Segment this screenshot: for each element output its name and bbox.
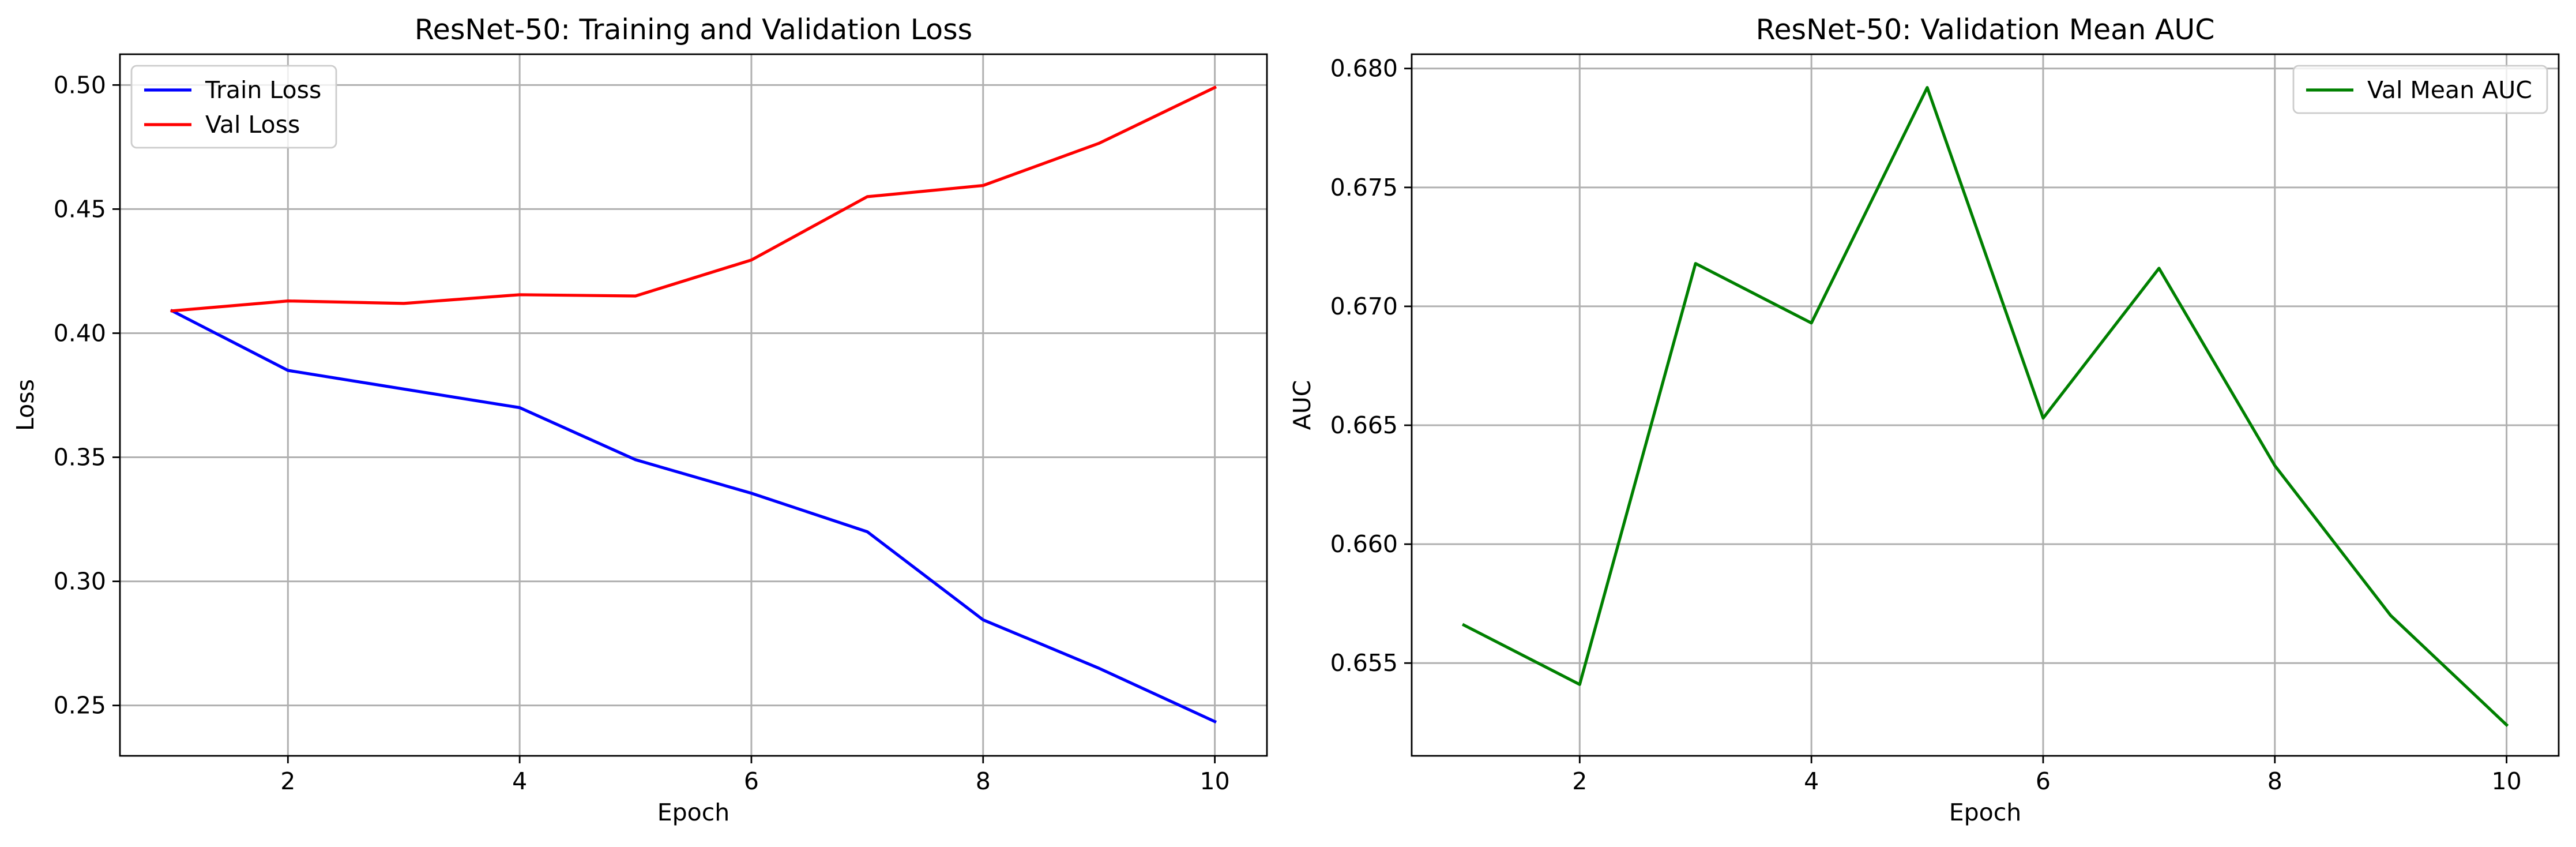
auc-chart-panel: 2 4 6 8 10 0.655 0.660 0.665 0.670 0.675 0.680 Res…	[1288, 13, 2560, 826]
loss-chart-x-tick-label: 8	[976, 767, 991, 795]
auc-chart-x-tick-label: 4	[1804, 767, 1819, 795]
auc-chart-y-tick-label: 0.655	[1330, 649, 1398, 677]
auc-chart-y-axis-label: AUC	[1288, 380, 1316, 430]
auc-chart-y-tick-label: 0.675	[1330, 174, 1398, 201]
loss-chart-y-tick-label: 0.45	[54, 195, 106, 223]
auc-chart-val-mean-auc-line	[1461, 86, 2509, 728]
auc-chart-legend-box	[2292, 65, 2548, 114]
auc-chart-x-tick-label: 8	[2267, 767, 2282, 795]
auc-chart-x-tick-label: 6	[2036, 767, 2051, 795]
loss-chart-x-tick-label: 2	[280, 767, 295, 795]
loss-chart-x-tick-label: 6	[744, 767, 759, 795]
auc-chart-y-tick-label: 0.660	[1330, 530, 1398, 558]
loss-chart-y-tick-label: 0.25	[54, 692, 106, 719]
loss-chart-y-tick-label: 0.50	[54, 71, 106, 99]
loss-chart-train-loss-line	[170, 309, 1217, 724]
loss-chart-y-axis-label: Loss	[12, 379, 39, 431]
loss-chart-legend: Train Loss Val Loss	[130, 65, 337, 149]
loss-chart-legend-box	[130, 65, 337, 149]
loss-chart-y-tick-label: 0.30	[54, 568, 106, 595]
auc-chart-y-tick-label: 0.680	[1330, 55, 1398, 83]
auc-chart-y-tick-label: 0.670	[1330, 293, 1398, 320]
loss-chart-x-tick-label: 10	[1200, 767, 1230, 795]
loss-chart-val-loss-line	[170, 85, 1217, 313]
auc-chart-title: ResNet-50: Validation Mean AUC	[1756, 13, 2215, 46]
loss-chart-y-tick-label: 0.35	[54, 444, 106, 471]
auc-chart-x-tick-label: 2	[1572, 767, 1587, 795]
loss-chart-title: ResNet-50: Training and Validation Loss	[415, 13, 972, 46]
loss-chart-frame	[119, 53, 1268, 757]
auc-chart-x-tick-label: 10	[2492, 767, 2522, 795]
loss-chart-panel: 2 4 6 8 10 0.25 0.30 0.35 0.40 0.45 0.50 ResNet-50…	[12, 13, 1268, 826]
loss-chart-x-tick-label: 4	[512, 767, 527, 795]
auc-chart-legend: Val Mean AUC	[2292, 65, 2548, 114]
loss-chart-y-tick-label: 0.40	[54, 319, 106, 347]
auc-chart-x-axis-label: Epoch	[1949, 799, 2022, 826]
loss-chart-legend-train-loss-label: Train Loss	[205, 76, 321, 104]
loss-chart-x-axis-label: Epoch	[657, 799, 730, 826]
auc-chart-frame	[1411, 53, 2560, 757]
auc-chart-legend-val-mean-auc-label: Val Mean AUC	[2367, 76, 2532, 104]
auc-chart-y-tick-label: 0.665	[1330, 411, 1398, 439]
loss-chart-legend-val-loss-label: Val Loss	[205, 111, 300, 138]
